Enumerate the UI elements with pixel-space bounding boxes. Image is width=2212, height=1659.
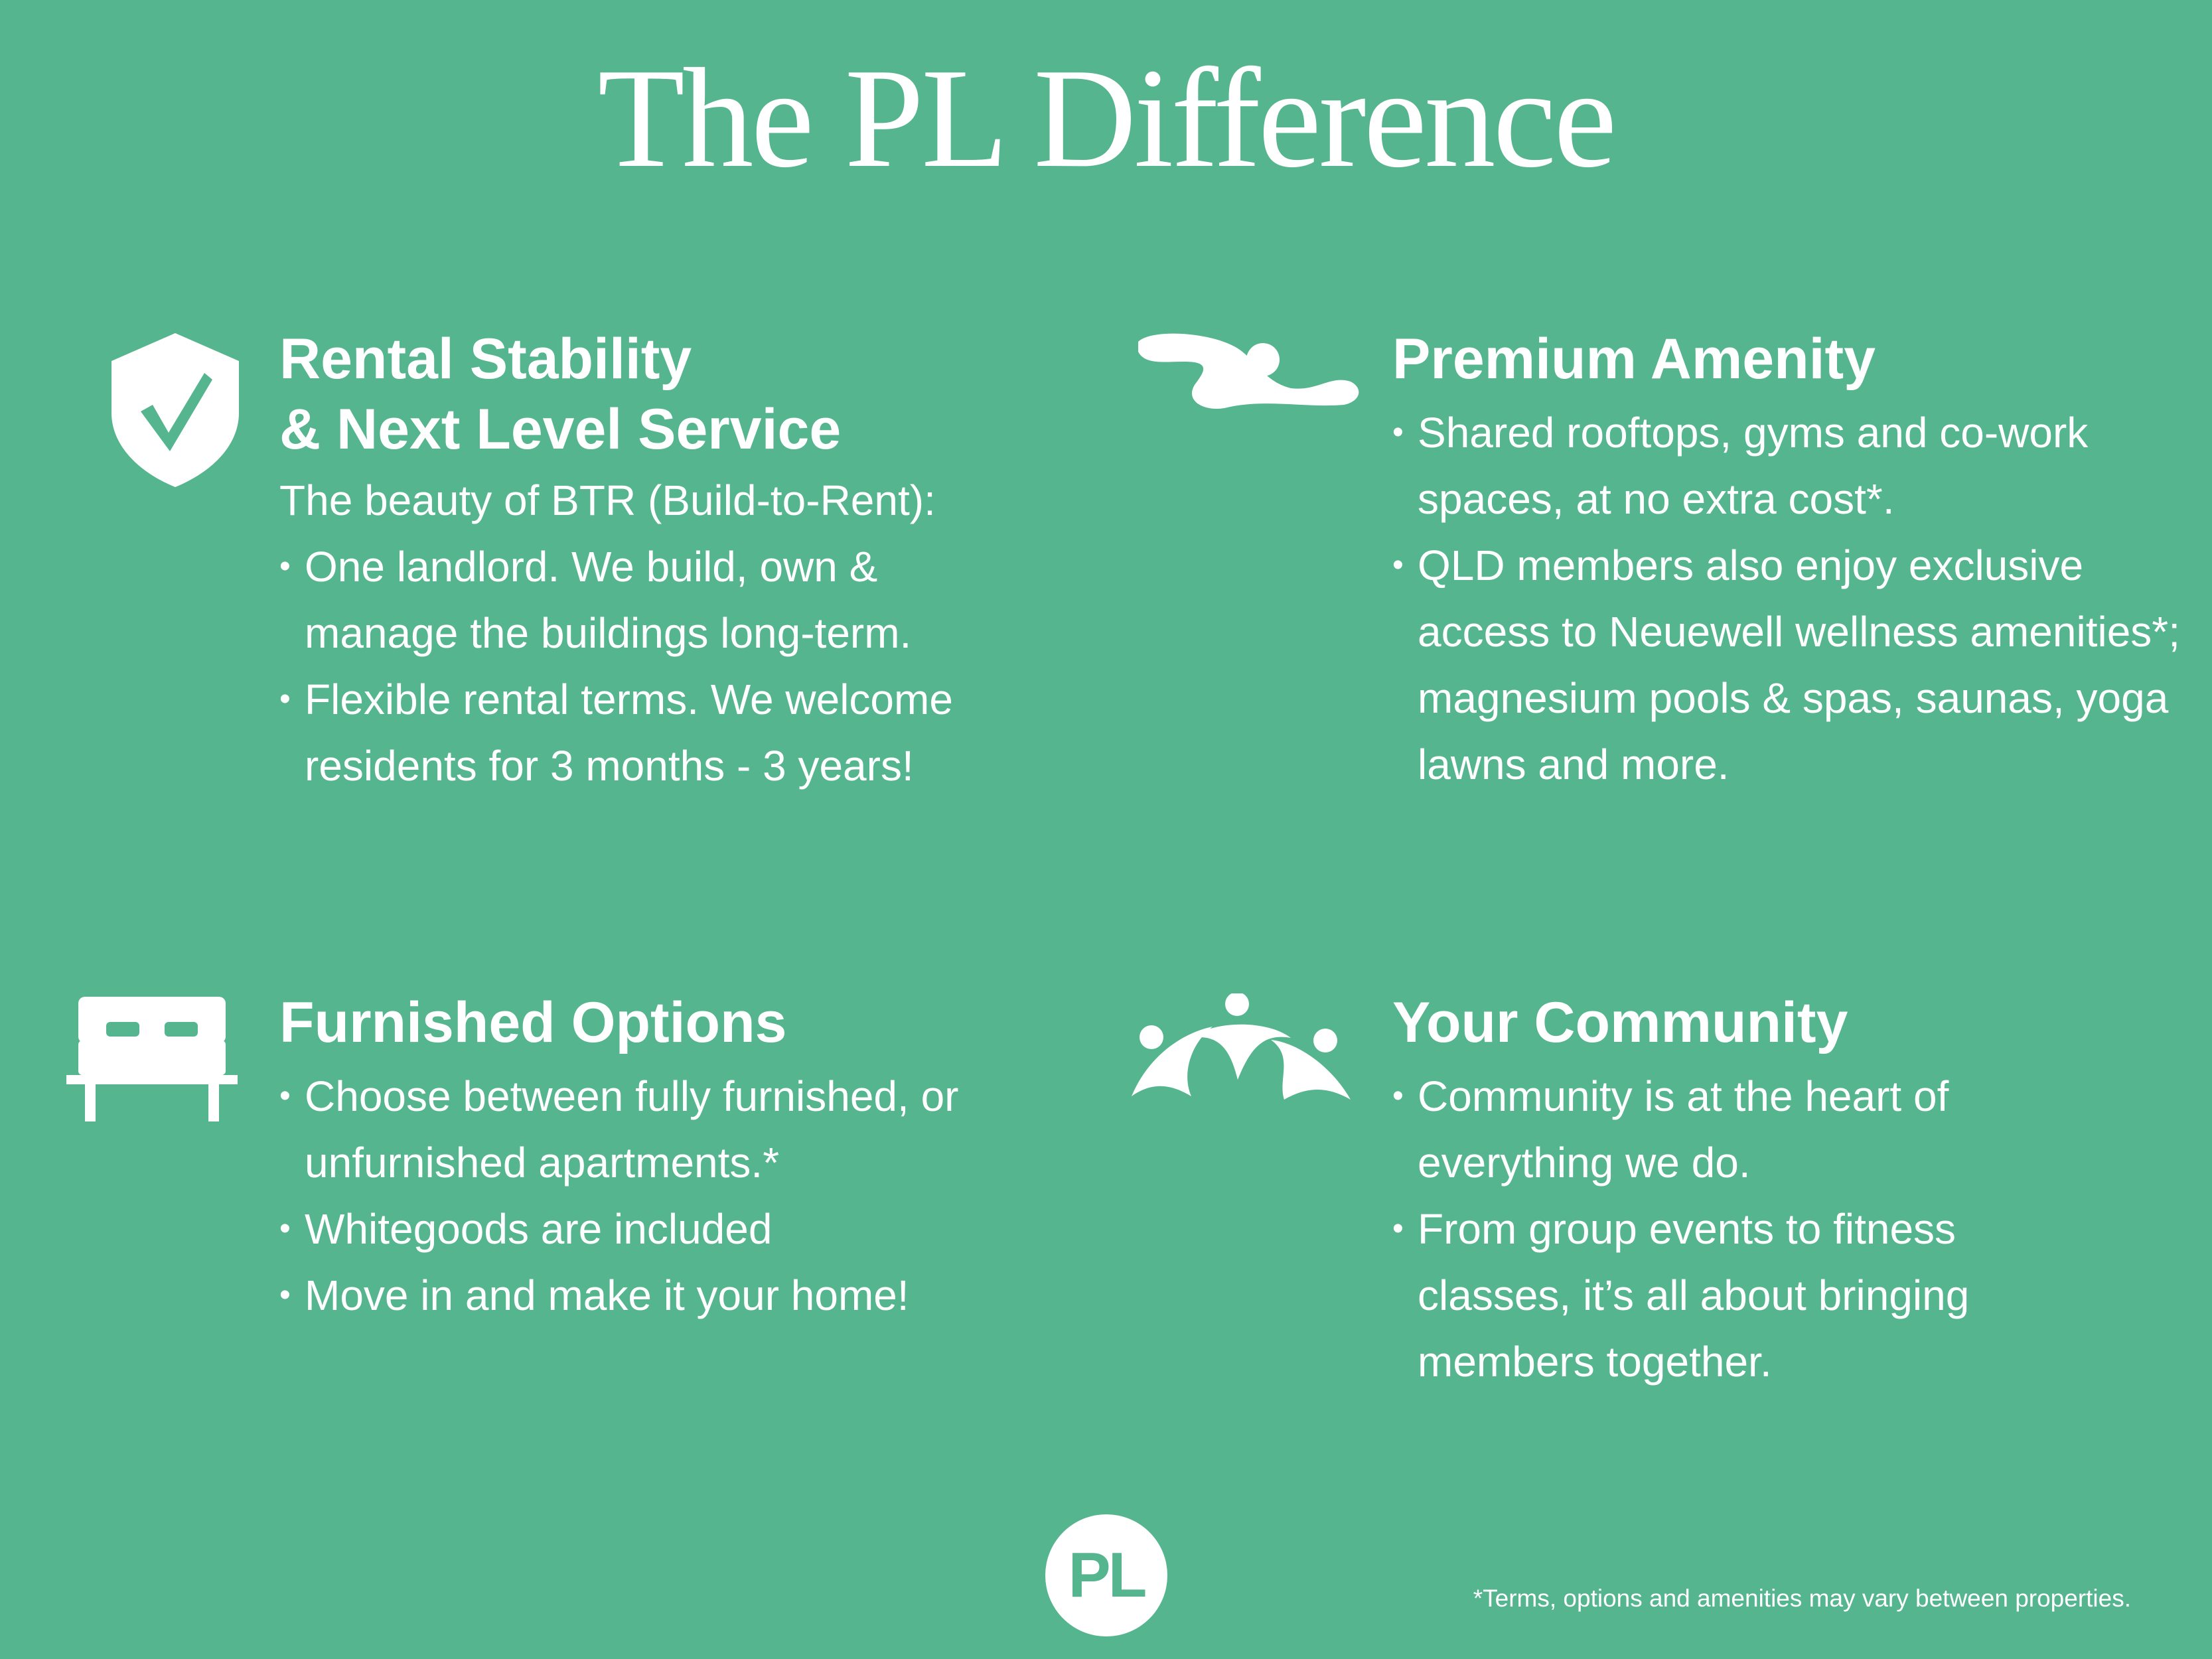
list-item: Whitegoods are included — [279, 1196, 1076, 1262]
section-heading: Premium Amenity — [1392, 327, 1876, 391]
section-heading: Rental Stability & Next Level Service — [279, 327, 842, 461]
shield-check-icon — [111, 333, 239, 487]
footnote: *Terms, options and amenities may vary b… — [1473, 1585, 2131, 1612]
community-icon — [1132, 993, 1351, 1100]
section-intro: The beauty of BTR (Build-to-Rent): — [279, 476, 936, 524]
list-item: One landlord. We build, own & manage the… — [279, 534, 982, 666]
list-item: Choose between fully furnished, or unfur… — [279, 1063, 995, 1196]
list-item: Flexible rental terms. We welcome reside… — [279, 666, 1041, 799]
swimmer-icon — [1138, 333, 1359, 409]
list-item: QLD members also enjoy exclusive access … — [1392, 532, 2187, 798]
section-premium-amenity: Premium Amenity Shared rooftops, gyms an… — [1392, 324, 2189, 798]
section-your-community: Your Community Community is at the heart… — [1392, 987, 2189, 1395]
section-heading: Your Community — [1392, 991, 1848, 1054]
section-rental-stability: Rental Stability & Next Level Service The… — [279, 324, 1076, 799]
list-item: Shared rooftops, gyms and co-work spaces… — [1392, 399, 2148, 532]
pl-logo: PL — [1045, 1514, 1167, 1636]
list-item: From group events to fitness classes, it… — [1392, 1196, 2095, 1395]
page-title: The PL Difference — [597, 38, 1617, 197]
bed-icon — [66, 997, 238, 1121]
section-furnished-options: Furnished Options Choose between fully f… — [279, 987, 1076, 1329]
section-heading: Furnished Options — [279, 991, 787, 1054]
list-item: Community is at the heart of everything … — [1392, 1063, 2081, 1196]
list-item: Move in and make it your home! — [279, 1262, 1076, 1329]
